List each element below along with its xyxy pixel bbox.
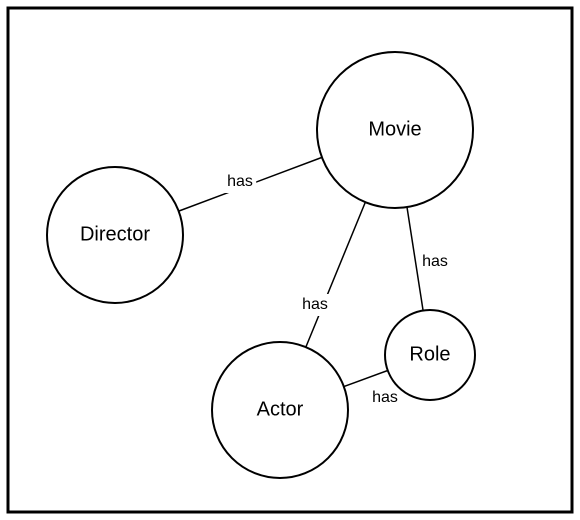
node-label-actor: Actor — [257, 398, 304, 420]
network-diagram: has has has has Movie Director Actor Role — [0, 0, 580, 520]
edge-label: has — [302, 296, 328, 313]
node-label-director: Director — [80, 223, 150, 245]
node-label-movie: Movie — [368, 118, 421, 140]
edge-label: has — [227, 173, 253, 190]
diagram-container: has has has has Movie Director Actor Role — [0, 0, 580, 520]
edge-label: has — [422, 253, 448, 270]
edge-label: has — [372, 389, 398, 406]
node-label-role: Role — [409, 343, 450, 365]
